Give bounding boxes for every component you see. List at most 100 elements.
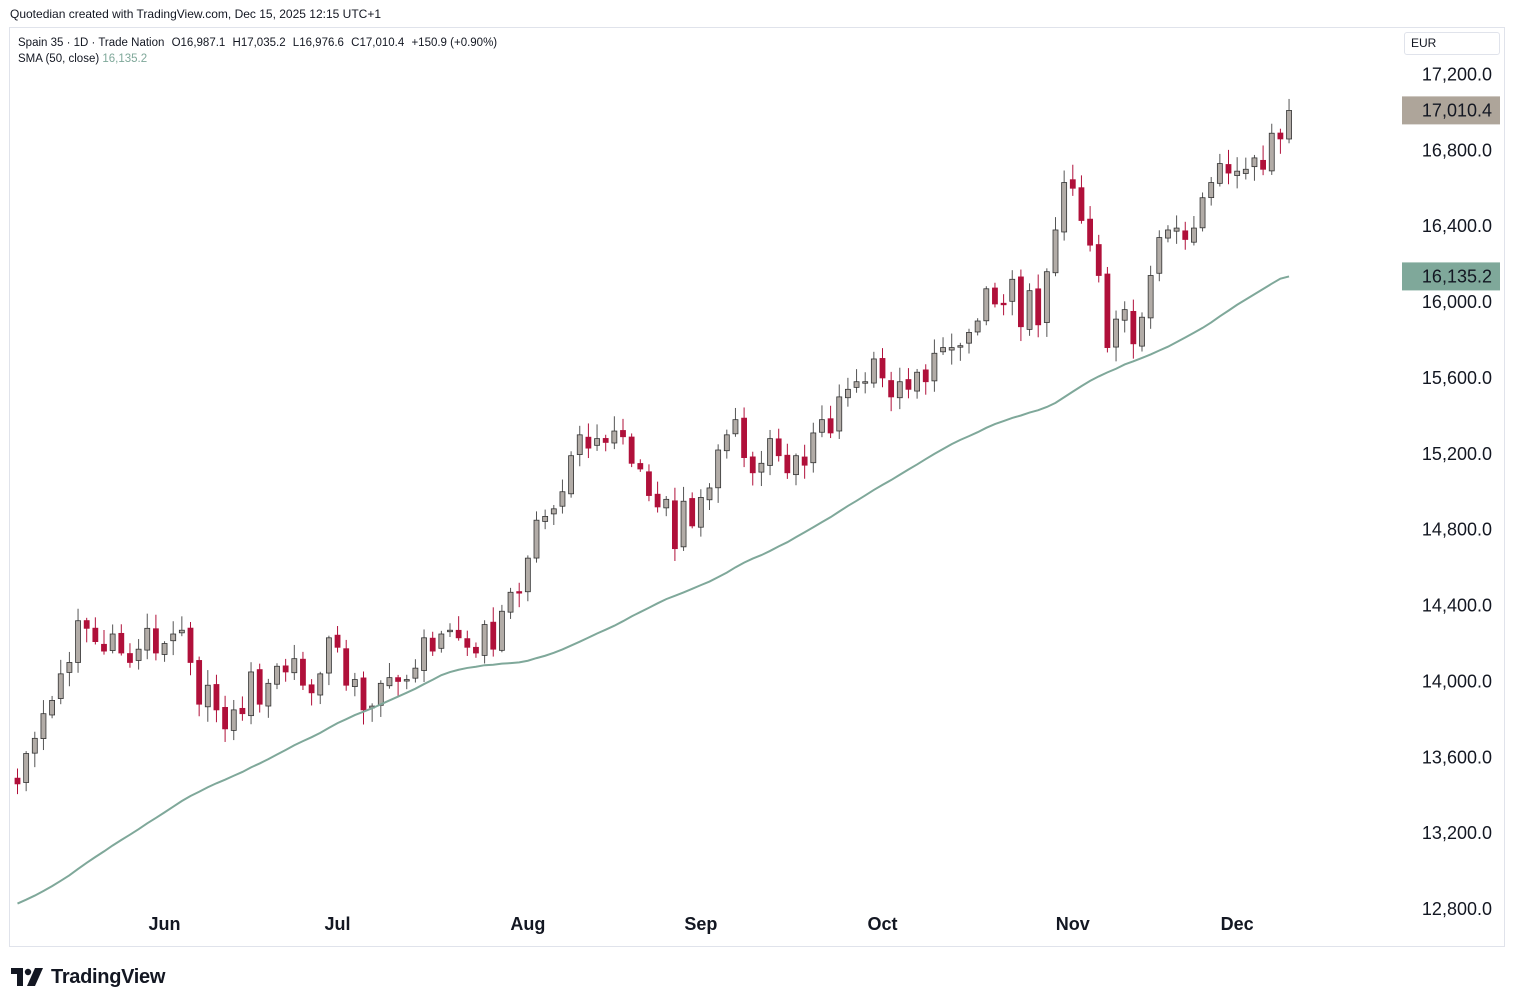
candle-body <box>689 498 696 527</box>
candle <box>161 641 168 662</box>
candle <box>1009 270 1016 316</box>
candle <box>429 631 436 656</box>
candle-body <box>1069 179 1076 189</box>
tradingview-logo-icon <box>11 967 43 986</box>
candle <box>49 695 55 719</box>
candle-body <box>1035 288 1042 326</box>
candle-body <box>351 679 358 687</box>
candle-body <box>1242 168 1249 174</box>
open-value: O16,987.1 <box>171 37 226 49</box>
candle-body <box>862 381 869 384</box>
y-tick-label: 15,200.0 <box>1422 444 1492 464</box>
candle-body <box>300 658 306 686</box>
candle-body <box>1052 229 1059 274</box>
candle-body <box>706 487 713 501</box>
candle <box>568 451 574 498</box>
candle-body <box>1234 170 1241 176</box>
price-axis: 17,200.0 16,800.0 16,400.0 16,000.0 15,600.0… <box>1422 64 1492 919</box>
candle-body <box>853 381 860 388</box>
candle <box>775 428 782 462</box>
candle <box>464 630 471 656</box>
candle-body <box>559 491 566 507</box>
candle <box>810 422 817 473</box>
candle-body <box>1208 182 1215 199</box>
candle-body <box>40 713 47 739</box>
candle <box>914 368 920 399</box>
candle-body <box>663 498 670 509</box>
candle-body <box>49 700 55 716</box>
candle-body <box>144 627 151 651</box>
candle-body <box>810 432 817 464</box>
candle <box>196 656 203 717</box>
tradingview-logo[interactable]: TradingView <box>11 966 165 989</box>
candle <box>879 348 886 388</box>
candle <box>672 487 678 561</box>
candle-body <box>178 629 185 634</box>
currency-selector[interactable]: EUR <box>1404 32 1500 55</box>
candle-body <box>585 436 592 449</box>
candle-body <box>749 456 756 474</box>
y-tick-label: 14,400.0 <box>1422 596 1492 616</box>
candle-body <box>1156 237 1163 274</box>
candle <box>230 699 237 741</box>
candle <box>109 624 116 654</box>
candle <box>767 429 773 476</box>
candle-body <box>66 662 73 673</box>
candle-body <box>31 737 38 754</box>
candle <box>948 333 955 365</box>
y-tick-label: 15,600.0 <box>1422 368 1492 388</box>
candle-body <box>343 648 350 686</box>
candle-body <box>14 777 21 785</box>
candle <box>516 582 523 608</box>
candle <box>351 672 358 697</box>
candle-body <box>1199 197 1206 229</box>
candle <box>507 587 514 619</box>
candle-body <box>1165 229 1171 239</box>
candle <box>1277 128 1284 154</box>
candle <box>1018 269 1024 342</box>
sma-line <box>17 275 1290 905</box>
candle-body <box>1113 318 1119 348</box>
candle <box>922 364 929 395</box>
candle <box>274 663 280 690</box>
candle-body <box>377 682 384 706</box>
candle <box>1026 283 1033 336</box>
sma-legend[interactable]: SMA (50, close) 16,135.2 <box>18 51 501 67</box>
candle <box>827 405 834 439</box>
sma-label: SMA (50, close) <box>18 53 100 65</box>
candle <box>723 429 730 459</box>
candle <box>187 622 194 676</box>
candles-layer <box>14 98 1292 795</box>
candle <box>663 496 670 517</box>
candle-body <box>1104 273 1111 348</box>
candle <box>222 695 229 742</box>
x-tick-label: Dec <box>1221 914 1254 934</box>
candle <box>1113 310 1119 362</box>
candle <box>1251 154 1258 181</box>
x-tick-label: Oct <box>867 914 897 934</box>
candle <box>127 643 133 668</box>
candle <box>83 617 90 643</box>
candle-body <box>767 438 773 466</box>
candle-body <box>542 516 549 522</box>
candle <box>1121 301 1128 333</box>
candle <box>836 384 843 440</box>
candle <box>343 639 350 691</box>
candle <box>66 651 73 687</box>
candle <box>369 703 376 722</box>
candle <box>300 651 306 691</box>
candle-body <box>455 629 462 639</box>
symbol-label[interactable]: Spain 35 · 1D · Trade Nation <box>18 37 165 49</box>
candle-body <box>265 682 272 707</box>
candle-body <box>819 419 825 433</box>
sma-price-badge-text: 16,135.2 <box>1422 266 1492 286</box>
candle-body <box>360 677 367 711</box>
candle <box>144 613 151 660</box>
candle-body <box>473 646 479 654</box>
candle-body <box>1043 271 1050 323</box>
candle <box>888 371 895 412</box>
candle <box>611 416 618 450</box>
candle-body <box>127 653 133 663</box>
candle <box>646 464 652 502</box>
